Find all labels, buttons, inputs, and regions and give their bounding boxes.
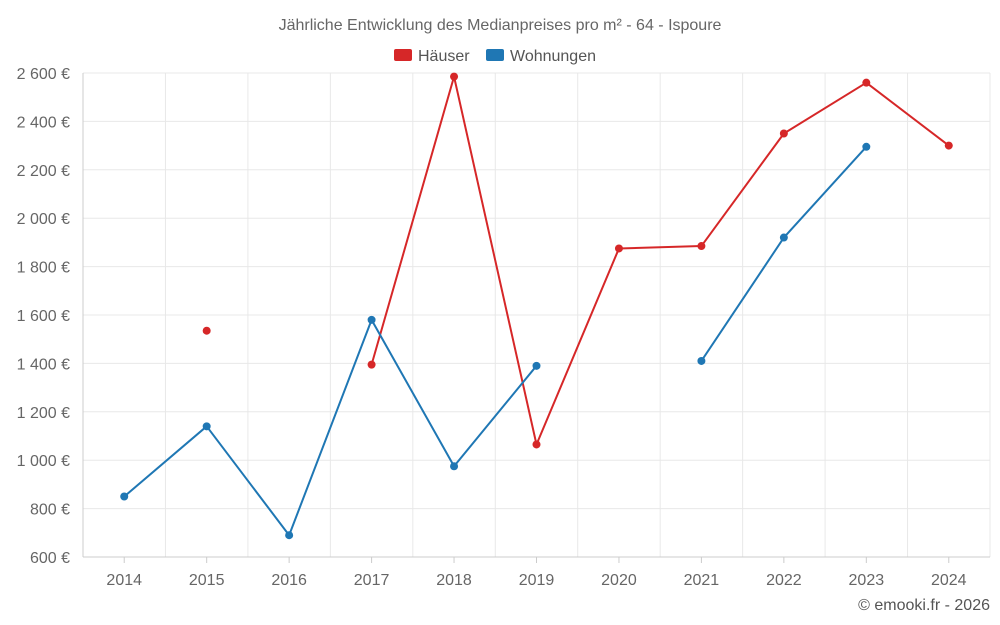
y-tick-label: 1 200 € (17, 405, 70, 422)
legend-swatch-haeuser (394, 49, 412, 61)
data-point-wohnungen[interactable] (779, 233, 788, 242)
data-point-haeuser[interactable] (779, 129, 788, 138)
data-point-wohnungen[interactable] (202, 422, 211, 431)
series-wohnungen (120, 142, 871, 540)
axes: 600 € 800 € 1 000 € 1 200 € 1 400 € 1 600 € 1 … (17, 66, 990, 589)
data-point-wohnungen[interactable] (697, 356, 706, 365)
y-tick-label: 800 € (30, 502, 70, 519)
y-tick-label: 2 600 € (17, 66, 70, 83)
data-point-haeuser[interactable] (614, 244, 623, 253)
series-line-wohnungen (123, 318, 538, 537)
x-tick-label: 2017 (354, 572, 390, 589)
y-tick-label: 2 000 € (17, 211, 70, 228)
legend-label-wohnungen: Wohnungen (510, 48, 596, 65)
x-tick-label: 2018 (436, 572, 472, 589)
x-tick-label: 2015 (189, 572, 225, 589)
x-tick-label: 2016 (271, 572, 307, 589)
series-line-haeuser (370, 75, 950, 446)
y-tick-label: 1 000 € (17, 453, 70, 470)
data-point-wohnungen[interactable] (367, 315, 376, 324)
x-tick-label: 2023 (849, 572, 885, 589)
legend-item-haeuser[interactable]: Häuser (394, 48, 470, 65)
y-tick-label: 1 400 € (17, 356, 70, 373)
y-tick-label: 2 400 € (17, 114, 70, 131)
x-tick-label: 2020 (601, 572, 637, 589)
data-point-haeuser[interactable] (944, 141, 953, 150)
series-haeuser (202, 72, 953, 449)
x-tick-label: 2014 (106, 572, 142, 589)
data-point-wohnungen[interactable] (532, 361, 541, 370)
data-point-haeuser[interactable] (532, 440, 541, 449)
credit-text: © emooki.fr - 2026 (858, 597, 990, 614)
data-point-wohnungen[interactable] (285, 531, 294, 540)
x-tick-label: 2024 (931, 572, 967, 589)
legend-swatch-wohnungen (486, 49, 504, 61)
y-tick-label: 2 200 € (17, 163, 70, 180)
y-tick-label: 1 800 € (17, 260, 70, 277)
data-point-haeuser[interactable] (450, 72, 459, 81)
data-point-haeuser[interactable] (697, 242, 706, 251)
x-tick-label: 2021 (684, 572, 720, 589)
series-line-wohnungen (700, 146, 868, 362)
y-tick-label: 1 600 € (17, 308, 70, 325)
data-point-haeuser[interactable] (367, 360, 376, 369)
data-point-haeuser[interactable] (202, 326, 211, 335)
chart-title: Jährliche Entwicklung des Medianpreises … (279, 17, 722, 34)
data-point-haeuser[interactable] (862, 78, 871, 87)
legend-label-haeuser: Häuser (418, 48, 470, 65)
series-layer (120, 72, 953, 540)
data-point-wohnungen[interactable] (862, 142, 871, 151)
data-point-wohnungen[interactable] (450, 462, 459, 471)
y-tick-label: 600 € (30, 550, 70, 567)
x-tick-label: 2019 (519, 572, 555, 589)
grid-lines (82, 72, 991, 558)
legend: Häuser Wohnungen (394, 48, 596, 65)
data-point-wohnungen[interactable] (120, 492, 129, 501)
legend-item-wohnungen[interactable]: Wohnungen (486, 48, 596, 65)
x-tick-label: 2022 (766, 572, 802, 589)
